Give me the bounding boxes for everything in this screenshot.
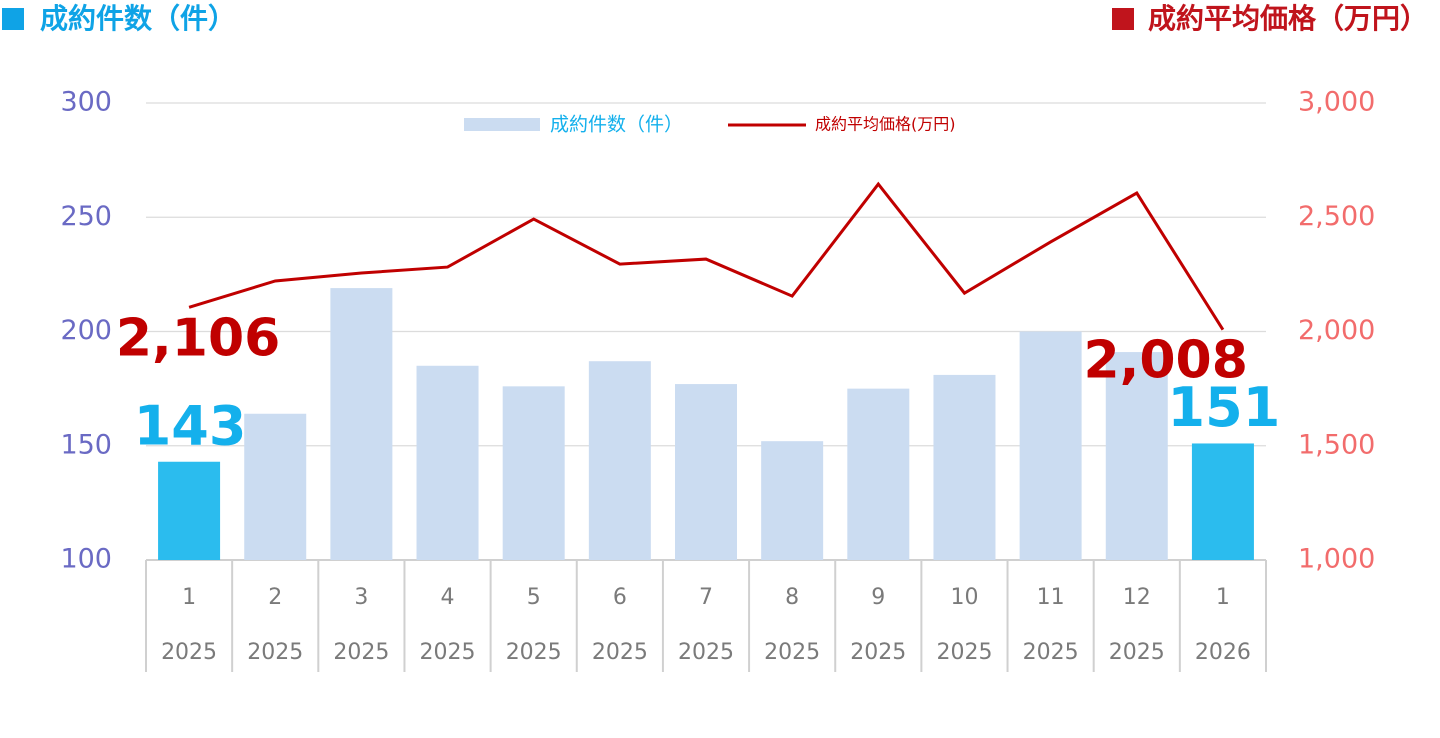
- x-tick-label: 7: [699, 585, 713, 610]
- y-tick-label: 100: [60, 544, 112, 575]
- x-year-label: 2025: [764, 640, 820, 665]
- y2-tick-label: 3,000: [1298, 87, 1375, 118]
- bar: [1019, 331, 1082, 560]
- y2-tick-label: 1,500: [1298, 429, 1375, 460]
- data-label: 2,106: [116, 308, 280, 368]
- x-tick-label: 4: [441, 585, 455, 610]
- x-tick-label: 6: [613, 585, 627, 610]
- x-tick-label: 9: [871, 585, 885, 610]
- data-label: 2,008: [1083, 331, 1247, 391]
- x-year-label: 2025: [592, 640, 648, 665]
- x-year-label: 2025: [247, 640, 303, 665]
- x-tick-label: 5: [527, 585, 541, 610]
- x-year-label: 2025: [850, 640, 906, 665]
- y2-tick-label: 1,000: [1298, 544, 1375, 575]
- x-tick-label: 10: [950, 585, 978, 610]
- bar: [330, 288, 393, 560]
- x-tick-label: 11: [1037, 585, 1065, 610]
- x-year-label: 2025: [1109, 640, 1165, 665]
- bar: [933, 374, 996, 560]
- x-tick-label: 12: [1123, 585, 1151, 610]
- line: [188, 181, 1225, 331]
- data-label: 151: [1168, 376, 1281, 439]
- y-tick-label: 250: [60, 201, 112, 232]
- bar: [244, 413, 307, 560]
- x-year-label: 2026: [1195, 640, 1251, 665]
- x-tick-label: 1: [182, 585, 196, 610]
- y2-tick-label: 2,500: [1298, 201, 1375, 232]
- y2-axis-title: 成約平均価格（万円）: [1148, 2, 1428, 35]
- y-tick-label: 300: [60, 87, 112, 118]
- x-tick-label: 2: [268, 585, 282, 610]
- title-marker: [1112, 8, 1134, 30]
- legend-swatch: [464, 118, 540, 131]
- y2-tick-label: 2,000: [1298, 315, 1375, 346]
- x-year-label: 2025: [1023, 640, 1079, 665]
- bar: [847, 388, 910, 560]
- x-year-label: 2025: [506, 640, 562, 665]
- title-marker: [2, 8, 24, 30]
- legend-label: 成約平均価格(万円): [815, 115, 956, 134]
- y-tick-label: 200: [60, 315, 112, 346]
- bar: [588, 361, 651, 560]
- bar: [675, 384, 737, 560]
- x-year-label: 2025: [333, 640, 389, 665]
- bar: [502, 386, 565, 560]
- x-tick-label: 1: [1216, 585, 1230, 610]
- y-tick-label: 150: [60, 429, 112, 460]
- x-year-label: 2025: [678, 640, 734, 665]
- x-year-label: 2025: [936, 640, 992, 665]
- x-year-label: 2025: [420, 640, 476, 665]
- bar: [761, 441, 824, 560]
- bar: [416, 365, 479, 560]
- bar: [158, 461, 221, 560]
- x-tick-label: 3: [354, 585, 368, 610]
- bar: [1105, 352, 1168, 560]
- y-axis-title: 成約件数（件）: [40, 2, 236, 35]
- legend-label: 成約件数（件）: [550, 114, 683, 136]
- data-label: 143: [134, 394, 247, 457]
- bar: [1191, 443, 1254, 560]
- x-tick-label: 8: [785, 585, 799, 610]
- x-year-label: 2025: [161, 640, 217, 665]
